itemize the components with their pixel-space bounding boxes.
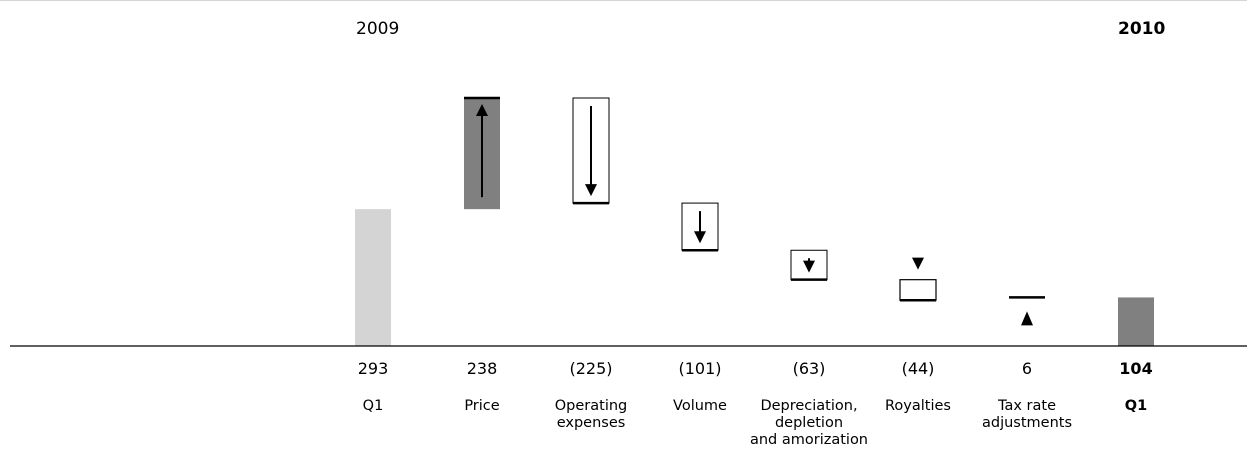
bar-1-price-arrow-head [476,104,488,116]
bar-4-depreciation-depletion-and-amorization-arrow-head [803,260,815,273]
category-label-5-line-0: Royalties [885,398,951,414]
bar-5-royalties-arrow-head [912,257,924,270]
category-label-7: Q1 [1125,398,1147,414]
value-label-7: 104 [1119,359,1152,378]
category-label-6-line-0: Tax rate [997,398,1056,414]
category-label-4-line-0: Depreciation, [760,398,857,414]
bars-layer [355,96,1154,346]
category-label-4-line-2: and amorization [750,432,868,448]
year-label-2009: 2009 [356,19,400,39]
category-label-0-line-0: Q1 [363,398,384,414]
category-label-6: Tax rate adjustments [982,398,1072,431]
category-label-4-line-1: depletion [775,415,843,431]
category-label-3: Volume [673,398,727,414]
value-label-5: (44) [902,359,935,378]
bar-5-royalties [899,279,937,301]
value-label-1: 238 [467,359,498,378]
category-label-2-line-1: expenses [557,415,626,431]
labels-layer: 293 Q1 238 Price (225) Operating expenses (101)… [358,359,1153,448]
value-label-6: 6 [1022,359,1032,378]
value-label-3: (101) [678,359,721,378]
bar-7-q1 [1118,297,1154,346]
category-label-1-line-0: Price [464,398,499,414]
category-label-7-line-0: Q1 [1125,398,1147,414]
bar-6-tax-rate-adjustments-arrow-head [1021,311,1033,326]
category-label-2-line-0: Operating [555,398,628,414]
category-label-6-line-1: adjustments [982,415,1072,431]
category-label-5: Royalties [885,398,951,414]
bar-0-q1 [355,209,391,346]
category-label-4: Depreciation, depletion and amorization [750,398,868,448]
value-label-2: (225) [569,359,612,378]
bar-3-volume-arrow-head [694,231,706,244]
category-label-1: Price [464,398,499,414]
year-label-2010: 2010 [1118,19,1166,39]
value-label-4: (63) [793,359,826,378]
category-label-0: Q1 [363,398,384,414]
category-label-2: Operating expenses [555,398,628,431]
bar-2-operating-expenses-arrow-head [585,184,597,197]
category-label-3-line-0: Volume [673,398,727,414]
top-rule [0,0,1247,1]
value-label-0: 293 [358,359,389,378]
